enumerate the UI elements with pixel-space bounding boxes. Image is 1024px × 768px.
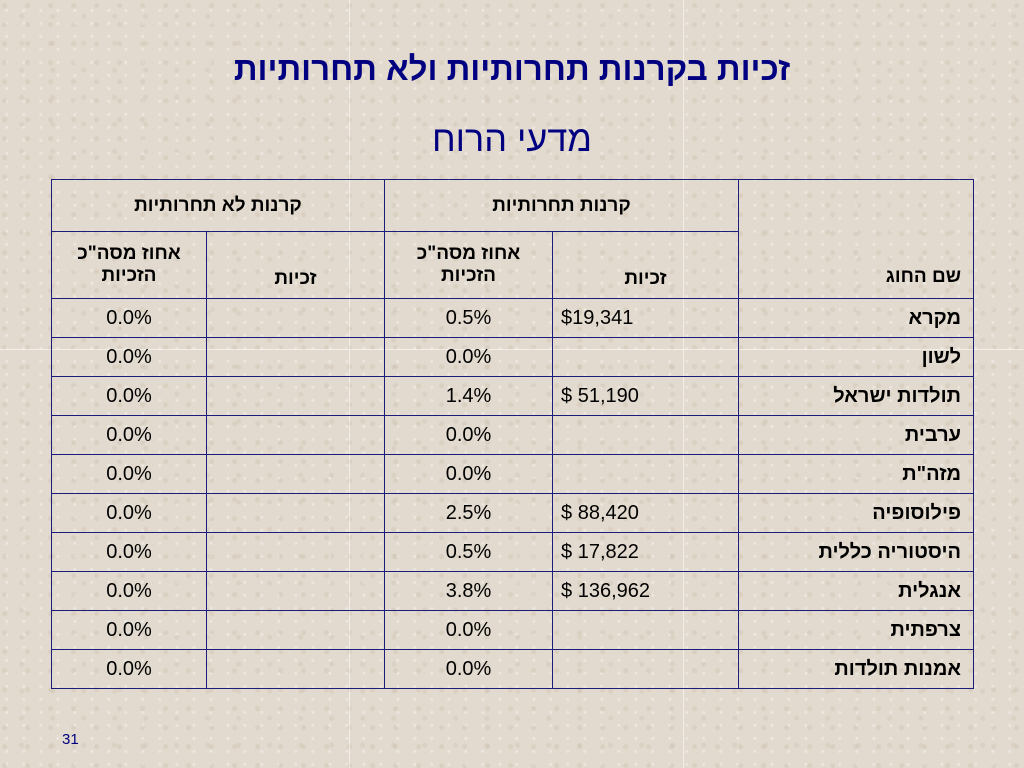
non-competitive-rights-cell <box>206 571 385 611</box>
department-name-cell: היסטוריה כללית <box>738 532 975 572</box>
page-number: 31 <box>62 731 79 748</box>
department-name-cell: אמנות תולדות <box>738 649 975 689</box>
department-name-cell: ערבית <box>738 415 975 455</box>
non-competitive-rights-cell <box>206 337 385 377</box>
competitive-percent-cell: 0.5% <box>383 298 554 338</box>
non-competitive-rights-cell <box>206 610 385 650</box>
table-header-row-subcolumns: זכיות אחוז מסה"כ הזכיות זכיות אחוז מסה"כ… <box>51 231 974 299</box>
non-competitive-percent-cell: 0.0% <box>51 493 207 533</box>
grants-table: שם החוג קרנות תחרותיות קרנות לא תחרותיות… <box>51 179 975 689</box>
non-competitive-percent-cell: 0.0% <box>51 649 207 689</box>
header-percent-line2: הזכיות <box>441 265 497 286</box>
slide-subtitle: מדעי הרוח <box>431 118 593 159</box>
non-competitive-rights-cell <box>206 415 385 455</box>
header-percent-line1: אחוז מסה"כ <box>416 243 521 264</box>
department-name-cell: מקרא <box>738 298 975 338</box>
table-row: מקרא $19,341 0.5% 0.0% <box>51 298 975 338</box>
header-competitive-percent: אחוז מסה"כ הזכיות <box>383 231 554 299</box>
table-row: פילוסופיה $ 88,420 2.5% 0.0% <box>51 493 975 533</box>
competitive-rights-cell: $ 17,822 <box>552 532 740 572</box>
department-name-cell: אנגלית <box>738 571 975 611</box>
competitive-rights-cell <box>552 649 740 689</box>
department-name-cell: לשון <box>738 337 975 377</box>
competitive-percent-cell: 0.0% <box>383 610 554 650</box>
header-competitive-rights: זכיות <box>552 231 740 299</box>
competitive-percent-cell: 0.0% <box>383 415 554 455</box>
competitive-percent-cell: 3.8% <box>383 571 554 611</box>
header-non-competitive-rights: זכיות <box>206 231 385 299</box>
non-competitive-percent-cell: 0.0% <box>51 610 207 650</box>
table-header-row-groups: שם החוג קרנות תחרותיות קרנות לא תחרותיות <box>51 179 975 299</box>
competitive-rights-cell: $ 51,190 <box>552 376 740 416</box>
slide-title: זכיות בקרנות תחרותיות ולא תחרותיות <box>233 50 791 87</box>
table-row: ערבית 0.0% 0.0% <box>51 415 975 455</box>
header-non-competitive-group: קרנות לא תחרותיות <box>51 179 385 232</box>
department-name-cell: מזה"ת <box>738 454 975 494</box>
header-non-competitive-percent: אחוז מסה"כ הזכיות <box>51 231 207 299</box>
competitive-rights-cell <box>552 415 740 455</box>
competitive-rights-cell <box>552 454 740 494</box>
competitive-percent-cell: 2.5% <box>383 493 554 533</box>
competitive-rights-cell: $19,341 <box>552 298 740 338</box>
department-name-cell: תולדות ישראל <box>738 376 975 416</box>
non-competitive-percent-cell: 0.0% <box>51 454 207 494</box>
department-name-cell: צרפתית <box>738 610 975 650</box>
competitive-percent-cell: 0.0% <box>383 337 554 377</box>
non-competitive-rights-cell <box>206 649 385 689</box>
header-name-column: שם החוג <box>738 179 975 299</box>
competitive-percent-cell: 0.5% <box>383 532 554 572</box>
table-row: מזה"ת 0.0% 0.0% <box>51 454 975 494</box>
table-row: צרפתית 0.0% 0.0% <box>51 610 975 650</box>
table-row: אמנות תולדות 0.0% 0.0% <box>51 649 975 689</box>
table-row: תולדות ישראל $ 51,190 1.4% 0.0% <box>51 376 975 416</box>
competitive-rights-cell <box>552 610 740 650</box>
table-row: אנגלית $ 136,962 3.8% 0.0% <box>51 571 975 611</box>
competitive-percent-cell: 0.0% <box>383 649 554 689</box>
non-competitive-percent-cell: 0.0% <box>51 376 207 416</box>
non-competitive-percent-cell: 0.0% <box>51 415 207 455</box>
header-percent-line1: אחוז מסה"כ <box>77 243 181 264</box>
table-body: שם החוג קרנות תחרותיות קרנות לא תחרותיות… <box>51 179 975 689</box>
competitive-rights-cell <box>552 337 740 377</box>
competitive-percent-cell: 0.0% <box>383 454 554 494</box>
non-competitive-percent-cell: 0.0% <box>51 337 207 377</box>
competitive-rights-cell: $ 136,962 <box>552 571 740 611</box>
non-competitive-rights-cell <box>206 298 385 338</box>
non-competitive-percent-cell: 0.0% <box>51 532 207 572</box>
competitive-rights-cell: $ 88,420 <box>552 493 740 533</box>
table-row: היסטוריה כללית $ 17,822 0.5% 0.0% <box>51 532 975 572</box>
non-competitive-percent-cell: 0.0% <box>51 298 207 338</box>
non-competitive-rights-cell <box>206 454 385 494</box>
non-competitive-rights-cell <box>206 376 385 416</box>
non-competitive-rights-cell <box>206 493 385 533</box>
header-percent-line2: הזכיות <box>101 265 157 286</box>
department-name-cell: פילוסופיה <box>738 493 975 533</box>
header-competitive-group: קרנות תחרותיות <box>383 179 740 232</box>
non-competitive-percent-cell: 0.0% <box>51 571 207 611</box>
competitive-percent-cell: 1.4% <box>383 376 554 416</box>
table-row: לשון 0.0% 0.0% <box>51 337 975 377</box>
non-competitive-rights-cell <box>206 532 385 572</box>
